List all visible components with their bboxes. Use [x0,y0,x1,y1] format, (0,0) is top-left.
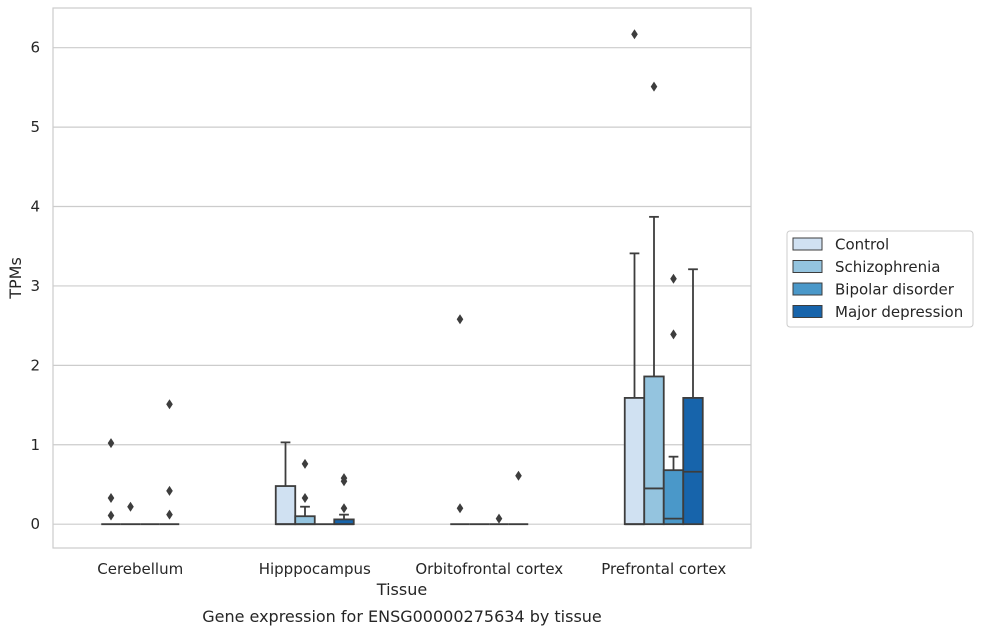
x-tick-label: Cerebellum [97,560,183,578]
outlier-point [301,492,309,503]
outlier-point [456,503,464,514]
box-control [101,438,121,526]
box-iqr [274,485,297,526]
outlier-point [166,485,173,496]
legend-label: Control [835,236,889,254]
legend-items: Control Schizophrenia Bipolar disorder Majo… [792,236,963,321]
y-tick-label: 1 [30,436,40,454]
gridlines [53,47,751,525]
box-major-depression [333,473,355,526]
legend-swatch [792,282,823,296]
y-axis-label: TPMs [6,257,25,300]
legend-label: Bipolar disorder [835,281,955,299]
box-series [101,29,704,526]
x-tick-label: Hipppocampus [259,560,371,578]
box-control [274,441,297,526]
box-bipolar-disorder [662,273,685,526]
box-iqr [682,397,704,526]
x-tick-label: Orbitofrontal cortex [415,560,563,578]
outlier-point [340,476,348,487]
y-tick-label: 0 [30,515,40,533]
y-tick-label: 3 [30,277,40,295]
box-control [450,314,470,526]
y-tick-label: 5 [30,118,40,136]
x-tick-label: Prefrontal cortex [601,560,726,578]
box-iqr [643,375,665,526]
legend-swatch [792,237,823,251]
y-tick-label: 2 [30,356,40,374]
legend-label: Major depression [835,303,963,321]
box-schizophrenia [643,81,665,526]
box-schizophrenia [294,458,316,526]
legend-swatch [792,305,823,318]
legend-label: Schizophrenia [835,258,940,276]
outlier-point [670,273,677,284]
legend: Control Schizophrenia Bipolar disorder Majo… [786,230,974,328]
box-schizophrenia [120,501,141,526]
x-axis-label: Tissue [376,580,427,599]
outlier-point [166,509,173,520]
box-iqr [294,515,316,526]
outlier-point [340,503,348,514]
box-major-depression [159,399,180,526]
outlier-point [127,501,134,512]
chart-caption: Gene expression for ENSG00000275634 by t… [202,607,602,626]
box-control [623,29,646,526]
outlier-point [670,329,677,340]
outlier-point [495,513,503,524]
plot-frame [52,7,752,549]
outlier-point [107,510,115,521]
outlier-point [107,492,115,503]
outlier-point [456,314,464,325]
box-major-depression [682,268,704,526]
y-tick-labels: 0 1 2 3 4 5 6 [30,39,40,533]
legend-swatch [792,260,823,273]
outlier-point [301,458,309,469]
legend-frame [786,230,974,328]
box-iqr [662,469,685,526]
box-bipolar-disorder [489,513,509,526]
box-major-depression [508,470,529,526]
outlier-point [515,470,522,481]
outlier-point [650,81,658,92]
outlier-point [631,29,638,40]
y-tick-label: 4 [30,198,40,216]
box-iqr [623,397,646,526]
outlier-point [107,438,115,449]
outlier-point [166,399,173,410]
x-tick-labels: Cerebellum Hipppocampus Orbitofrontal cort… [97,560,726,578]
y-tick-label: 6 [30,39,40,57]
